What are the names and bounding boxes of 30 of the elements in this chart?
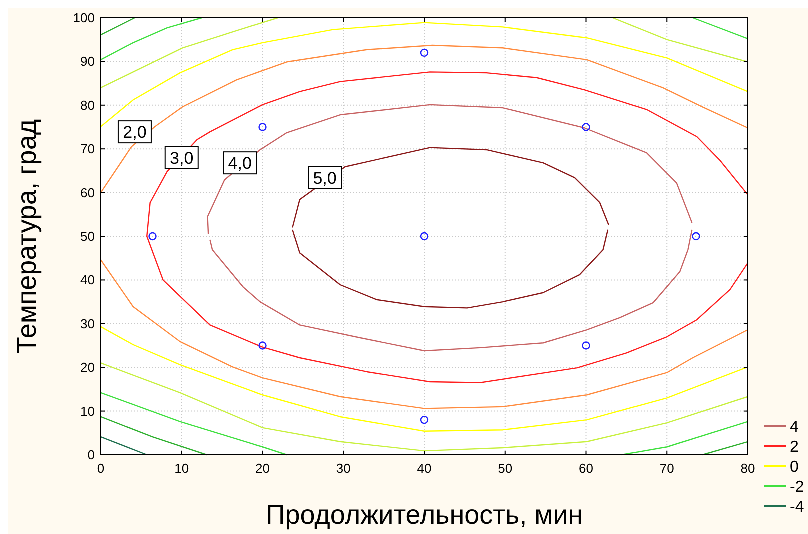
y-tick-label: 10 bbox=[80, 404, 95, 419]
y-tick-label: 30 bbox=[80, 316, 95, 332]
y-tick-label: 80 bbox=[80, 98, 95, 113]
x-tick-label: 20 bbox=[256, 461, 270, 476]
x-tick-label: 40 bbox=[417, 461, 432, 476]
legend-label: 4 bbox=[790, 419, 799, 436]
legend-label: -2 bbox=[790, 479, 804, 496]
legend-label: -4 bbox=[790, 499, 804, 516]
y-tick-label: 60 bbox=[80, 185, 95, 200]
y-tick-label: 40 bbox=[80, 272, 95, 288]
x-tick-label: 60 bbox=[579, 461, 594, 476]
x-tick-label: 0 bbox=[97, 461, 105, 476]
legend-label: 2 bbox=[790, 439, 799, 456]
x-axis-title: Продолжительность, мин bbox=[266, 500, 584, 530]
annotation: 2,0 bbox=[123, 123, 147, 142]
annotation: 4,0 bbox=[228, 154, 252, 174]
x-tick-label: 10 bbox=[174, 461, 190, 476]
x-tick-label: 30 bbox=[336, 461, 351, 476]
x-tick-label: 80 bbox=[740, 461, 756, 476]
x-tick-label: 70 bbox=[660, 461, 674, 476]
annotation: 3,0 bbox=[170, 148, 194, 168]
y-tick-label: 0 bbox=[88, 448, 95, 462]
y-tick-label: 20 bbox=[80, 360, 95, 376]
x-tick-label: 50 bbox=[498, 461, 513, 476]
y-tick-label: 90 bbox=[80, 54, 95, 70]
y-axis-title: Температура, град bbox=[12, 119, 42, 354]
y-tick-label: 100 bbox=[73, 10, 95, 26]
y-tick-label: 70 bbox=[80, 142, 95, 157]
annotation: 5,0 bbox=[313, 168, 337, 188]
y-tick-label: 50 bbox=[80, 229, 95, 244]
